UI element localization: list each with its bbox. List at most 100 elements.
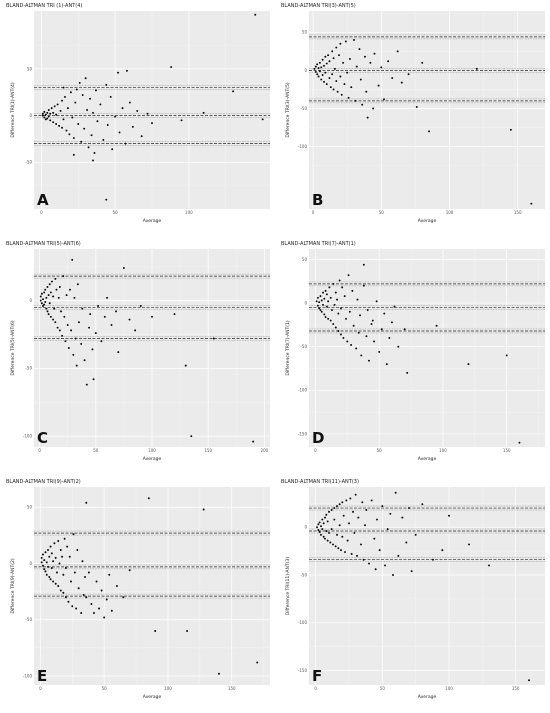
data-point <box>344 551 346 553</box>
data-point <box>53 542 56 545</box>
data-point <box>62 118 65 121</box>
data-point <box>81 307 84 310</box>
bland-altman-panel-f: -150 -100 -50 0 0 50 100 150 BLAND-ALTMAN TRI(11… <box>275 476 550 713</box>
data-point <box>316 304 319 307</box>
panel-letter: A <box>37 191 49 209</box>
data-point <box>316 296 319 299</box>
data-point <box>121 107 124 110</box>
data-point <box>77 587 80 590</box>
data-point <box>324 289 327 292</box>
data-point <box>348 58 351 60</box>
panel-letter: D <box>312 429 324 447</box>
data-point <box>52 560 55 563</box>
data-point <box>139 305 142 307</box>
data-point <box>117 71 120 74</box>
y-tick-label: 0 <box>304 525 307 530</box>
data-point <box>261 118 264 121</box>
data-point <box>64 596 67 599</box>
data-point <box>332 323 335 325</box>
data-point <box>380 66 383 69</box>
data-point <box>47 109 50 111</box>
data-point <box>39 295 42 298</box>
data-point <box>334 291 337 294</box>
data-point <box>383 312 386 315</box>
y-axis-label: Difference TRI(1)-ANT(4) <box>10 82 16 138</box>
x-tick-label: 150 <box>228 686 236 691</box>
plot-background <box>309 11 545 209</box>
data-point <box>60 310 62 313</box>
data-point <box>75 88 78 91</box>
data-point <box>339 75 342 78</box>
data-point <box>320 310 323 313</box>
data-point <box>353 38 355 41</box>
data-point <box>47 115 50 118</box>
data-point <box>373 340 376 343</box>
scatter-plot-svg: -50 0 50 0 50 100 BLAND-ALTMAN TRI (1)-ANT(4) A… <box>6 3 270 224</box>
data-point <box>154 630 157 632</box>
data-point <box>118 131 121 134</box>
data-point <box>54 556 57 559</box>
data-point <box>122 267 125 269</box>
data-point <box>80 140 83 143</box>
data-point <box>49 112 52 115</box>
data-point <box>333 67 336 70</box>
data-point <box>89 97 92 100</box>
data-point <box>324 316 327 318</box>
data-point <box>68 133 71 136</box>
data-point <box>55 123 58 125</box>
data-point <box>45 573 48 576</box>
data-point <box>87 571 90 574</box>
data-point <box>151 315 153 318</box>
data-point <box>383 98 385 101</box>
data-point <box>355 65 358 68</box>
data-point <box>105 598 108 601</box>
data-point <box>346 71 349 74</box>
data-point <box>58 562 61 565</box>
y-tick-label: 50 <box>302 30 308 35</box>
data-point <box>428 130 430 133</box>
y-tick-label: 50 <box>302 257 308 262</box>
data-point <box>88 326 91 329</box>
data-point <box>318 61 321 64</box>
data-point <box>56 326 59 329</box>
y-tick-label: -50 <box>25 366 32 371</box>
y-axis-label: Difference TRI(5)-ANT(6) <box>10 320 16 376</box>
data-point <box>321 74 324 76</box>
data-point <box>329 86 332 89</box>
data-point <box>66 107 69 110</box>
data-point <box>73 571 76 574</box>
data-point <box>341 501 344 504</box>
x-tick-label: 100 <box>164 686 172 691</box>
data-point <box>53 307 56 310</box>
data-point <box>44 118 47 121</box>
data-point <box>356 554 358 557</box>
data-point <box>435 324 438 327</box>
data-point <box>376 518 378 521</box>
data-point <box>356 298 359 301</box>
data-point <box>67 347 70 349</box>
x-axis-label: Average <box>143 456 162 462</box>
data-point <box>388 337 391 339</box>
data-point <box>115 585 118 587</box>
data-point <box>62 86 65 89</box>
data-point <box>330 509 333 511</box>
data-point <box>335 80 338 83</box>
x-axis-label: Average <box>143 694 162 700</box>
data-point <box>340 549 342 552</box>
data-point <box>77 123 80 125</box>
data-point <box>322 291 324 294</box>
data-point <box>44 300 47 303</box>
data-point <box>74 337 77 340</box>
data-point <box>128 569 131 572</box>
bland-altman-panel-b: -100 -50 0 50 0 50 100 150 BLAND-ALTMAN TRI(3)-A… <box>275 0 550 237</box>
data-point <box>374 568 377 571</box>
data-point <box>42 298 44 301</box>
data-point <box>505 354 508 357</box>
data-point <box>44 551 47 554</box>
x-tick-label: 0 <box>314 448 317 453</box>
data-point <box>41 553 44 556</box>
data-point <box>342 514 345 517</box>
data-point <box>370 499 373 502</box>
data-point <box>329 541 332 544</box>
data-point <box>353 531 356 534</box>
